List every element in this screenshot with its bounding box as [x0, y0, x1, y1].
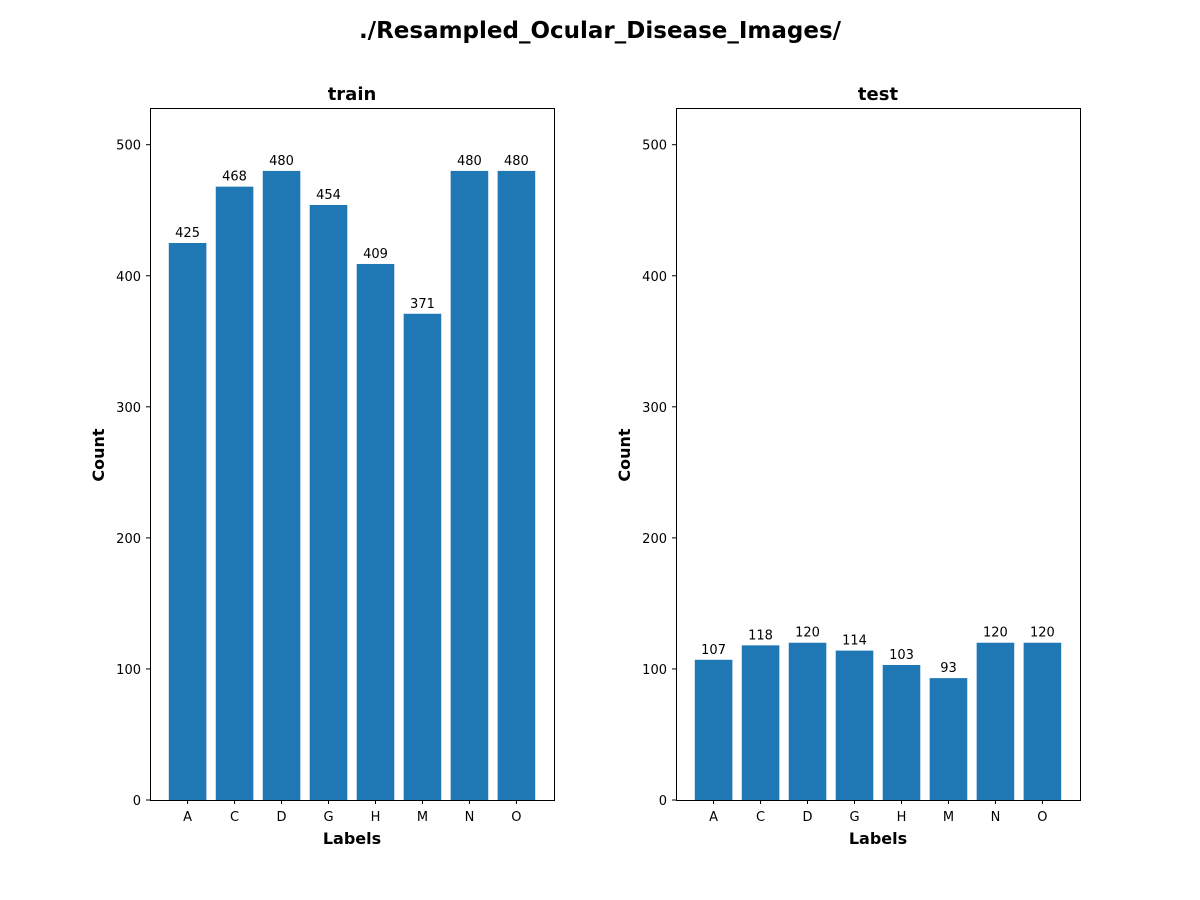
test-x-tick-label-M: M [943, 810, 954, 825]
test-y-tick-label-0: 0 [659, 794, 667, 809]
train-x-tick-label-G: G [323, 810, 333, 825]
test-bar-D [788, 642, 827, 800]
test-bar-label-O: 120 [1030, 626, 1055, 641]
test-bar-G [835, 650, 874, 800]
test-bar-C [741, 645, 780, 800]
figure-suptitle: ./Resampled_Ocular_Disease_Images/ [359, 18, 842, 44]
train-y-axis-label: Count [89, 428, 108, 482]
train-chart-title: train [328, 84, 377, 105]
test-y-tick-label-100: 100 [642, 663, 667, 678]
test-plot-frame [676, 108, 1081, 801]
train-y-tick-label-400: 400 [116, 270, 141, 285]
train-x-tick-label-H: H [371, 810, 381, 825]
train-bar-label-G: 454 [316, 188, 341, 203]
test-bar-label-G: 114 [842, 634, 867, 649]
train-bar-G [309, 204, 348, 801]
train-bar-D [262, 170, 301, 800]
train-chart-panel: train Labels Count 425 468 480 454 409 371 480… [89, 84, 555, 848]
test-bar-N [976, 642, 1015, 800]
test-y-tick-label-400: 400 [642, 270, 667, 285]
test-x-tick-label-G: G [849, 810, 859, 825]
train-plot-frame [150, 108, 555, 801]
test-bar-M [929, 678, 968, 800]
test-bar-label-D: 120 [795, 626, 820, 641]
train-bar-label-D: 480 [269, 154, 294, 169]
test-bar-H [882, 665, 921, 800]
train-x-tick-label-N: N [465, 810, 475, 825]
test-y-axis-label: Count [615, 428, 634, 482]
train-y-tick-label-300: 300 [116, 401, 141, 416]
test-chart-title: test [858, 84, 899, 105]
test-bar-O [1023, 642, 1062, 800]
train-bar-label-N: 480 [457, 154, 482, 169]
test-bar-label-M: 93 [940, 661, 957, 676]
test-y-tick-label-300: 300 [642, 401, 667, 416]
test-x-tick-label-O: O [1037, 810, 1047, 825]
train-bar-A [168, 242, 207, 801]
test-x-tick-label-C: C [756, 810, 765, 825]
test-bars [694, 642, 1062, 800]
train-bar-label-C: 468 [222, 170, 247, 185]
test-chart-panel: test Labels Count 107 118 120 114 103 93 120 12… [615, 84, 1081, 848]
test-bar-label-N: 120 [983, 626, 1008, 641]
train-bar-labels: 425 468 480 454 409 371 480 480 [175, 154, 529, 312]
train-bar-label-O: 480 [504, 154, 529, 169]
train-y-tick-label-200: 200 [116, 532, 141, 547]
train-bar-label-M: 371 [410, 297, 435, 312]
train-bar-C [215, 186, 254, 800]
test-bar-labels: 107 118 120 114 103 93 120 120 [701, 626, 1055, 676]
train-bar-N [450, 170, 489, 800]
test-x-axis-label: Labels [849, 829, 907, 848]
train-x-tick-label-O: O [511, 810, 521, 825]
test-y-ticks: 0 100 200 300 400 500 [642, 139, 676, 809]
train-x-tick-label-D: D [277, 810, 287, 825]
train-bar-O [497, 170, 536, 800]
test-x-tick-label-N: N [991, 810, 1001, 825]
train-y-ticks: 0 100 200 300 400 500 [116, 139, 150, 809]
test-y-tick-label-500: 500 [642, 139, 667, 154]
test-bar-label-H: 103 [889, 648, 914, 663]
train-y-tick-label-100: 100 [116, 663, 141, 678]
train-x-axis-label: Labels [323, 829, 381, 848]
train-y-tick-label-0: 0 [133, 794, 141, 809]
train-x-tick-label-A: A [183, 810, 192, 825]
test-x-tick-label-H: H [897, 810, 907, 825]
train-bars [168, 170, 536, 801]
train-x-tick-label-M: M [417, 810, 428, 825]
train-bar-M [403, 313, 442, 800]
test-bar-label-A: 107 [701, 643, 726, 658]
test-bar-A [694, 659, 733, 800]
test-bar-label-C: 118 [748, 628, 773, 643]
train-y-tick-label-500: 500 [116, 139, 141, 154]
train-bar-H [356, 263, 395, 801]
train-bar-label-H: 409 [363, 247, 388, 262]
test-y-tick-label-200: 200 [642, 532, 667, 547]
test-x-tick-label-A: A [709, 810, 718, 825]
train-bar-label-A: 425 [175, 226, 200, 241]
train-x-tick-label-C: C [230, 810, 239, 825]
test-x-tick-label-D: D [803, 810, 813, 825]
